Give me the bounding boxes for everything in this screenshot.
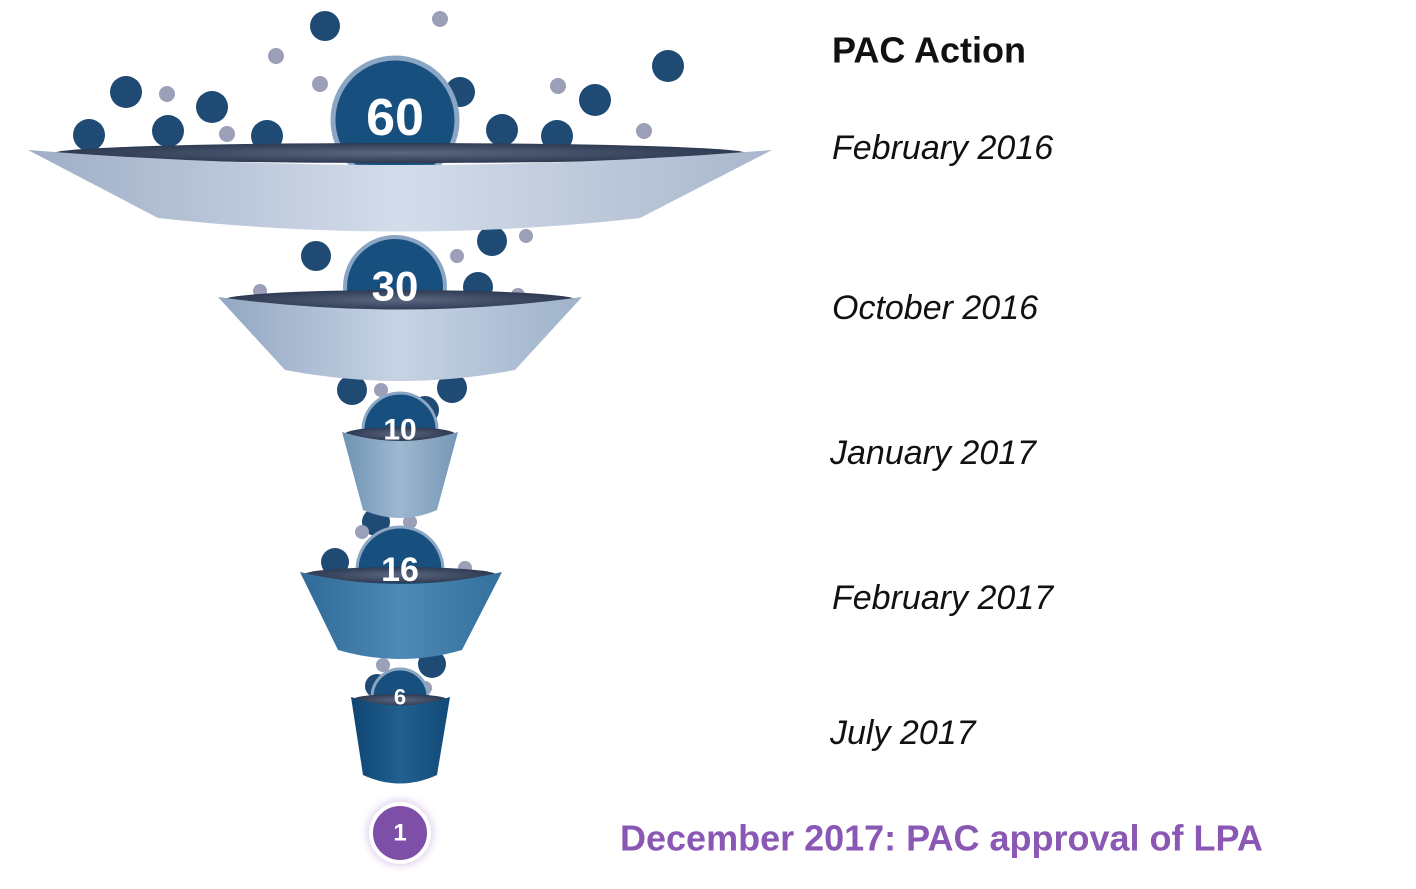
heading: PAC Action (832, 30, 1026, 71)
stage-count: 60 (366, 89, 424, 147)
outcome-marker: 1 (358, 791, 442, 875)
stage-date: January 2017 (829, 434, 1037, 472)
stage-date: February 2017 (832, 579, 1054, 617)
stage-date: July 2017 (829, 714, 977, 752)
stage-count: 10 (383, 414, 416, 447)
funnel-stage: 16 (300, 527, 502, 659)
funnel-diagram: 60 30 10 16 6 1 PAC Action February 2016… (0, 0, 1416, 889)
stage-count: 30 (372, 263, 419, 310)
outcome-text: December 2017: PAC approval of LPA (620, 818, 1263, 859)
outcome-count: 1 (393, 820, 406, 847)
stage-date: October 2016 (832, 289, 1038, 327)
stage-date: February 2016 (832, 129, 1053, 167)
funnel-stage: 30 (218, 237, 582, 381)
stage-count: 16 (381, 551, 419, 589)
stage-count: 6 (394, 685, 406, 710)
funnel-stage: 10 (342, 393, 458, 518)
